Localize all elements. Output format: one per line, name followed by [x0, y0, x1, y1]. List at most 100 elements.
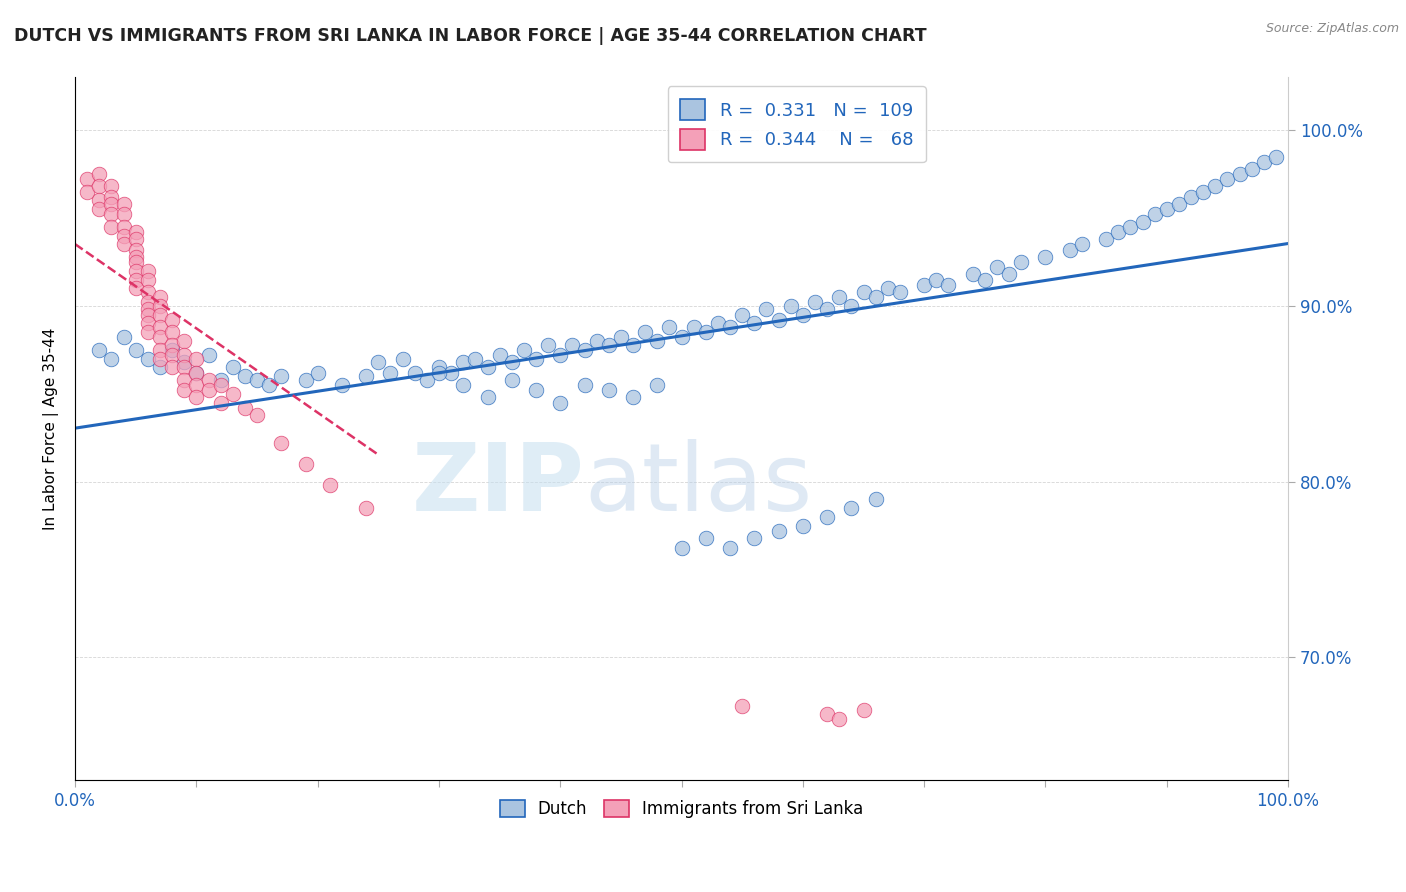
Point	[270, 436, 292, 450]
Text: DUTCH VS IMMIGRANTS FROM SRI LANKA IN LABOR FORCE | AGE 35-44 CORRELATION CHART: DUTCH VS IMMIGRANTS FROM SRI LANKA IN LA…	[14, 27, 927, 45]
Point	[610, 330, 633, 344]
Point	[621, 337, 644, 351]
Point	[160, 348, 183, 362]
Point	[233, 401, 256, 415]
Point	[488, 348, 510, 362]
Point	[695, 325, 717, 339]
Point	[938, 277, 960, 292]
Point	[319, 478, 342, 492]
Point	[160, 343, 183, 357]
Point	[731, 699, 754, 714]
Point	[841, 299, 863, 313]
Point	[149, 351, 172, 366]
Point	[815, 302, 838, 317]
Point	[149, 308, 172, 322]
Point	[574, 343, 596, 357]
Point	[1010, 255, 1032, 269]
Point	[89, 343, 111, 357]
Point	[804, 295, 827, 310]
Point	[647, 378, 669, 392]
Point	[451, 355, 474, 369]
Point	[149, 299, 172, 313]
Point	[621, 390, 644, 404]
Point	[112, 219, 135, 234]
Point	[294, 373, 316, 387]
Point	[307, 366, 329, 380]
Point	[100, 207, 122, 221]
Point	[233, 369, 256, 384]
Point	[100, 190, 122, 204]
Point	[682, 320, 704, 334]
Point	[125, 272, 148, 286]
Point	[1156, 202, 1178, 217]
Point	[209, 373, 232, 387]
Point	[695, 531, 717, 545]
Point	[440, 366, 463, 380]
Point	[513, 343, 536, 357]
Point	[501, 373, 523, 387]
Point	[160, 325, 183, 339]
Point	[125, 250, 148, 264]
Point	[744, 317, 766, 331]
Point	[865, 492, 887, 507]
Legend: Dutch, Immigrants from Sri Lanka: Dutch, Immigrants from Sri Lanka	[494, 793, 870, 825]
Point	[718, 541, 741, 556]
Point	[354, 369, 377, 384]
Point	[100, 351, 122, 366]
Point	[647, 334, 669, 348]
Point	[391, 351, 413, 366]
Point	[125, 281, 148, 295]
Point	[779, 299, 801, 313]
Point	[112, 330, 135, 344]
Point	[1167, 197, 1189, 211]
Point	[186, 351, 208, 366]
Text: ZIP: ZIP	[412, 439, 585, 531]
Point	[427, 366, 450, 380]
Point	[598, 337, 620, 351]
Point	[1107, 225, 1129, 239]
Point	[828, 712, 851, 726]
Point	[852, 703, 875, 717]
Point	[828, 290, 851, 304]
Point	[841, 500, 863, 515]
Point	[501, 355, 523, 369]
Point	[998, 267, 1021, 281]
Point	[186, 366, 208, 380]
Point	[1143, 207, 1166, 221]
Point	[1264, 149, 1286, 163]
Point	[768, 524, 790, 538]
Point	[768, 313, 790, 327]
Point	[792, 308, 814, 322]
Point	[925, 272, 948, 286]
Point	[186, 366, 208, 380]
Point	[962, 267, 984, 281]
Point	[222, 386, 245, 401]
Point	[112, 228, 135, 243]
Point	[125, 243, 148, 257]
Point	[112, 237, 135, 252]
Point	[634, 325, 657, 339]
Point	[112, 207, 135, 221]
Point	[792, 518, 814, 533]
Point	[537, 337, 560, 351]
Point	[125, 232, 148, 246]
Point	[173, 373, 195, 387]
Point	[427, 360, 450, 375]
Point	[1059, 243, 1081, 257]
Point	[89, 179, 111, 194]
Point	[89, 194, 111, 208]
Point	[246, 373, 269, 387]
Point	[1095, 232, 1118, 246]
Point	[477, 360, 499, 375]
Point	[1119, 219, 1142, 234]
Point	[561, 337, 583, 351]
Point	[380, 366, 402, 380]
Point	[1216, 172, 1239, 186]
Point	[755, 302, 778, 317]
Point	[270, 369, 292, 384]
Point	[464, 351, 486, 366]
Point	[852, 285, 875, 299]
Point	[173, 334, 195, 348]
Point	[209, 378, 232, 392]
Point	[1070, 237, 1092, 252]
